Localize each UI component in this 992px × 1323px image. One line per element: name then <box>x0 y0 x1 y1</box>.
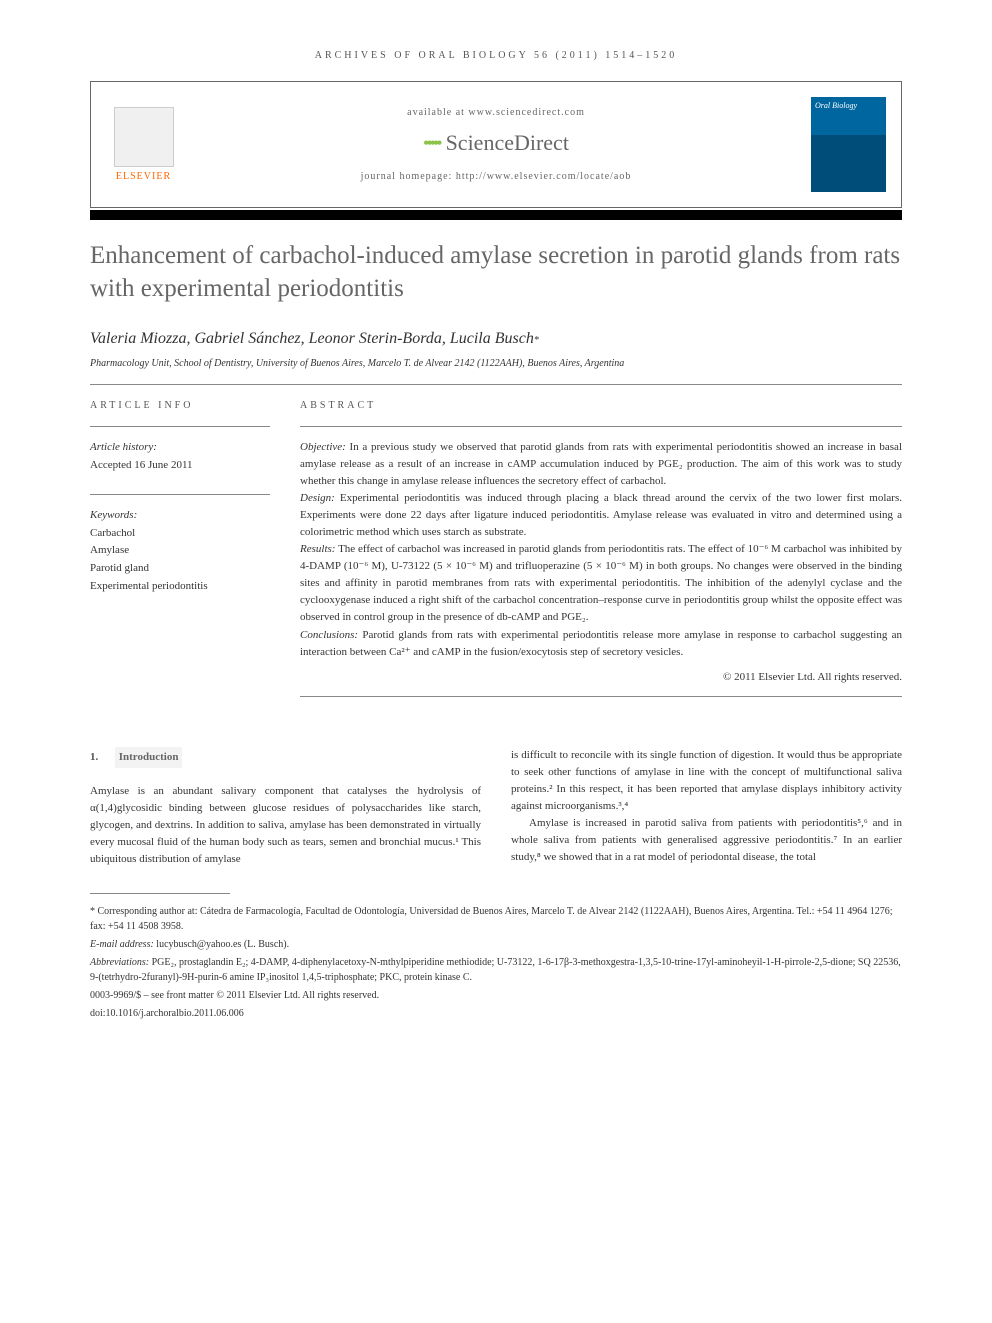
article-info-heading: ARTICLE INFO <box>90 400 270 411</box>
doi-footnote: doi:10.1016/j.archoralbio.2011.06.006 <box>90 1006 902 1021</box>
corresponding-author-mark: * <box>534 335 539 346</box>
masthead: ELSEVIER available at www.sciencedirect.… <box>90 81 902 208</box>
journal-cover-title: Oral Biology <box>815 101 882 110</box>
abstract-column: ABSTRACT Objective: In a previous study … <box>300 400 902 697</box>
objective-label: Objective: <box>300 441 346 453</box>
intro-paragraph-1: Amylase is an abundant salivary componen… <box>90 783 481 868</box>
abstract-heading: ABSTRACT <box>300 400 902 411</box>
design-text: Experimental periodontitis was induced t… <box>300 492 902 538</box>
scidirect-dots-icon: ••••• <box>423 133 440 154</box>
affiliation: Pharmacology Unit, School of Dentistry, … <box>90 358 902 369</box>
footnotes-block: * Corresponding author at: Cátedra de Fa… <box>90 904 902 1021</box>
abbrev-label: Abbreviations: <box>90 957 149 968</box>
keyword: Carbachol <box>90 525 270 543</box>
design-label: Design: <box>300 492 335 504</box>
black-divider-bar <box>90 210 902 220</box>
divider <box>300 696 902 697</box>
keyword: Experimental periodontitis <box>90 578 270 596</box>
article-title: Enhancement of carbachol-induced amylase… <box>90 240 902 305</box>
email-label: E-mail address: <box>90 939 154 950</box>
conclusions-text: Parotid glands from rats with experiment… <box>300 629 902 658</box>
abbrev-text: PGE₂, prostaglandin E₂; 4-DAMP, 4-diphen… <box>90 957 901 983</box>
corresponding-author-footnote: * Corresponding author at: Cátedra de Fa… <box>90 904 902 934</box>
issn-footnote: 0003-9969/$ – see front matter © 2011 El… <box>90 988 902 1003</box>
section-number: 1. <box>90 751 98 763</box>
abstract-text: Objective: In a previous study we observ… <box>300 439 902 686</box>
copyright-line: © 2011 Elsevier Ltd. All rights reserved… <box>300 669 902 686</box>
body-column-left: 1. Introduction Amylase is an abundant s… <box>90 747 481 868</box>
abbreviations-footnote: Abbreviations: PGE₂, prostaglandin E₂; 4… <box>90 955 902 985</box>
body-columns: 1. Introduction Amylase is an abundant s… <box>90 747 902 868</box>
body-column-right: is difficult to reconcile with its singl… <box>511 747 902 868</box>
journal-cover-thumbnail: Oral Biology <box>811 97 886 192</box>
scidirect-text: ScienceDirect <box>446 130 569 156</box>
authors-line: Valeria Miozza, Gabriel Sánchez, Leonor … <box>90 330 902 348</box>
email-footnote: E-mail address: lucybusch@yahoo.es (L. B… <box>90 937 902 952</box>
results-label: Results: <box>300 543 335 555</box>
article-info-column: ARTICLE INFO Article history: Accepted 1… <box>90 400 270 697</box>
divider <box>90 494 270 495</box>
running-header: ARCHIVES OF ORAL BIOLOGY 56 (2011) 1514–… <box>90 50 902 61</box>
history-label: Article history: <box>90 439 270 457</box>
section-header: 1. Introduction <box>90 747 481 768</box>
divider <box>300 426 902 427</box>
authors-names: Valeria Miozza, Gabriel Sánchez, Leonor … <box>90 330 534 347</box>
intro-paragraph-2: Amylase is increased in parotid saliva f… <box>511 815 902 866</box>
intro-paragraph-1-cont: is difficult to reconcile with its singl… <box>511 747 902 815</box>
email-value: lucybusch@yahoo.es <box>156 939 241 950</box>
results-text: The effect of carbachol was increased in… <box>300 543 902 623</box>
footnote-divider <box>90 893 230 894</box>
history-value: Accepted 16 June 2011 <box>90 457 270 475</box>
journal-homepage: journal homepage: http://www.elsevier.co… <box>196 171 796 182</box>
available-at-text: available at www.sciencedirect.com <box>196 107 796 118</box>
elsevier-logo: ELSEVIER <box>106 102 181 187</box>
elsevier-tree-icon <box>114 107 174 167</box>
keyword: Parotid gland <box>90 560 270 578</box>
objective-text: In a previous study we observed that par… <box>300 441 902 487</box>
keywords-label: Keywords: <box>90 507 270 525</box>
divider <box>90 384 902 385</box>
article-history-block: Article history: Accepted 16 June 2011 <box>90 439 270 474</box>
masthead-center: available at www.sciencedirect.com •••••… <box>196 107 796 182</box>
email-who: (L. Busch). <box>244 939 289 950</box>
keyword: Amylase <box>90 542 270 560</box>
info-abstract-row: ARTICLE INFO Article history: Accepted 1… <box>90 400 902 697</box>
sciencedirect-logo: ••••• ScienceDirect <box>196 130 796 156</box>
conclusions-label: Conclusions: <box>300 629 358 641</box>
elsevier-text: ELSEVIER <box>116 171 171 182</box>
keywords-block: Keywords: Carbachol Amylase Parotid glan… <box>90 507 270 595</box>
divider <box>90 426 270 427</box>
section-title: Introduction <box>115 747 183 768</box>
